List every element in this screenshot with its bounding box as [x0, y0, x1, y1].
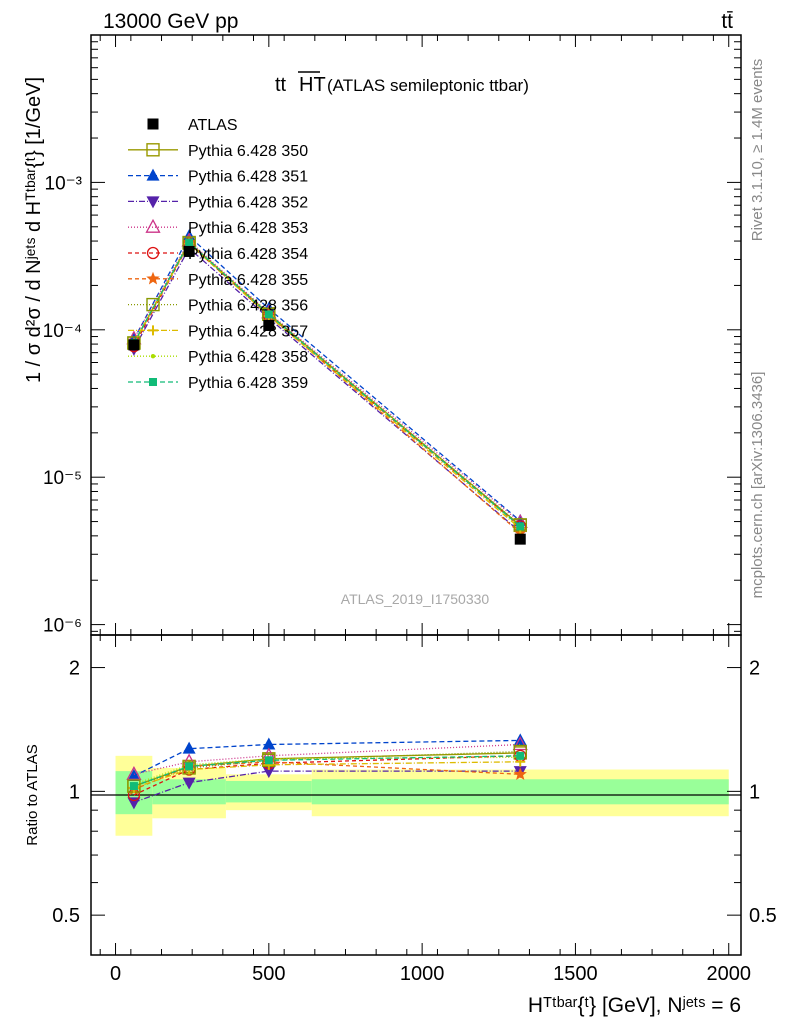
ratio-point-1 [513, 733, 527, 746]
ratio-point-1 [182, 741, 196, 754]
ratio-band-inner [311, 779, 729, 805]
ratio-point-9 [516, 751, 525, 760]
series-point-9 [185, 238, 194, 247]
y-tick-label: 10⁻³ [45, 173, 83, 194]
y-tick-label: 10⁻⁴ [43, 321, 82, 342]
legend-label-6: Pythia 6.428 356 [188, 298, 308, 315]
series-line-1 [133, 235, 521, 522]
x-tick-label: 500 [252, 963, 285, 985]
data-point [514, 533, 526, 545]
ratio-tick-label-left: 2 [69, 658, 80, 680]
ratio-point-9 [185, 762, 194, 771]
y-tick-label: 10⁻⁵ [43, 468, 82, 489]
legend-marker-2 [146, 196, 160, 209]
ratio-line-3 [133, 743, 521, 775]
ratio-line-4 [133, 755, 521, 796]
ratio-series-layer [126, 733, 528, 810]
legend-label-5: Pythia 6.428 355 [188, 272, 308, 289]
ratio-line-9 [133, 755, 521, 787]
legend-label-data: ATLAS [188, 117, 238, 134]
ratio-tick-label-left: 1 [69, 781, 80, 803]
rivet-version-label: Rivet 3.1.10, ≥ 1.4M events [749, 59, 766, 242]
series-line-9 [133, 241, 521, 527]
legend-label-2: Pythia 6.428 352 [188, 194, 308, 211]
x-tick-label: 1000 [400, 963, 445, 985]
ratio-line-0 [133, 752, 521, 787]
axes-ticks: 0 500 1000 1500 2000 10⁻⁶ 10⁻⁵ 10⁻⁴ 10⁻³ 0.5 0.5 1 1… [43, 34, 777, 985]
data-point [183, 245, 195, 257]
legend-marker-6 [146, 297, 160, 312]
data-point [128, 339, 140, 351]
ratio-point-2 [127, 797, 141, 810]
legend-marker-7 [148, 325, 158, 336]
main-series-layer [126, 229, 528, 539]
legend-marker-0 [146, 143, 160, 157]
ratio-point-1 [262, 737, 276, 750]
legend-marker-5 [146, 271, 160, 285]
legend-label-4: Pythia 6.428 354 [188, 246, 308, 263]
y-axis-title-ratio: Ratio to ATLAS [24, 744, 41, 845]
data-point [263, 319, 275, 331]
ratio-point-5 [513, 767, 527, 780]
x-axis-title: Hᵀᵗᵇᵃʳ{ᵗ} [GeV], Nʲᵉᵗˢ = 6 [528, 994, 741, 1017]
ratio-point-2 [262, 766, 276, 779]
legend-label-1: Pythia 6.428 351 [188, 169, 308, 186]
x-tick-label: 1500 [553, 963, 598, 985]
legend-marker-1 [146, 168, 160, 181]
legend-marker-3 [145, 218, 161, 233]
plot-title: tt HT (ATLAS semileptonic ttbar) [275, 71, 529, 96]
mcplots-reference-label: mcplots.cern.ch [arXiv:1306.3436] [749, 372, 766, 599]
legend-label-8: Pythia 6.428 358 [188, 349, 308, 366]
ratio-tick-label-right: 2 [749, 658, 760, 680]
ratio-line-5 [133, 761, 521, 791]
legend-label-7: Pythia 6.428 357 [188, 323, 308, 340]
ratio-tick-label-right: 1 [749, 781, 760, 803]
legend-marker-9 [149, 378, 157, 386]
ratio-line-2 [133, 770, 521, 804]
analysis-watermark: ATLAS_2019_I1750330 [341, 591, 490, 607]
legend-marker-4 [146, 246, 160, 260]
y-tick-label: 10⁻⁶ [43, 616, 82, 637]
ratio-band-inner [225, 780, 312, 803]
series-point-9 [516, 522, 525, 531]
series-point-9 [264, 310, 273, 319]
ratio-point-2 [182, 777, 196, 790]
x-tick-label: 0 [110, 963, 121, 985]
plot-title-sub: (ATLAS semileptonic ttbar) [327, 76, 529, 95]
ratio-tick-label-left: 0.5 [52, 905, 80, 927]
y-axis-title-main: 1 / σ d²σ / d Nʲᵉᵗˢ d Hᵀᵗᵇᵃʳ{ᵗ} [1/GeV] [23, 77, 45, 383]
x-tick-label: 2000 [706, 963, 751, 985]
legend-marker-data [147, 118, 159, 130]
legend: ATLAS Pythia 6.428 350 Pythia 6.428 351 Pyt… [128, 117, 308, 392]
series-line-2 [133, 247, 521, 533]
header-process-label: tt̄ [721, 10, 733, 33]
ratio-point-9 [129, 782, 138, 791]
legend-label-9: Pythia 6.428 359 [188, 375, 308, 392]
plot-title-main: tt [275, 74, 287, 96]
ratio-uncertainty-bands [115, 755, 729, 836]
legend-marker-8 [150, 354, 156, 359]
atlas-data-layer [128, 245, 526, 545]
header-energy-label: 13000 GeV pp [103, 10, 238, 33]
ratio-line-1 [133, 739, 521, 777]
legend-label-0: Pythia 6.428 350 [188, 143, 308, 160]
ratio-tick-label-right: 0.5 [749, 905, 777, 927]
ratio-point-9 [264, 756, 273, 765]
ratio-point-3 [512, 736, 528, 751]
legend-label-3: Pythia 6.428 353 [188, 220, 308, 237]
ratio-point-1 [127, 768, 141, 781]
ratio-point-3 [126, 765, 142, 780]
plot-title-overline: HT [299, 74, 326, 96]
